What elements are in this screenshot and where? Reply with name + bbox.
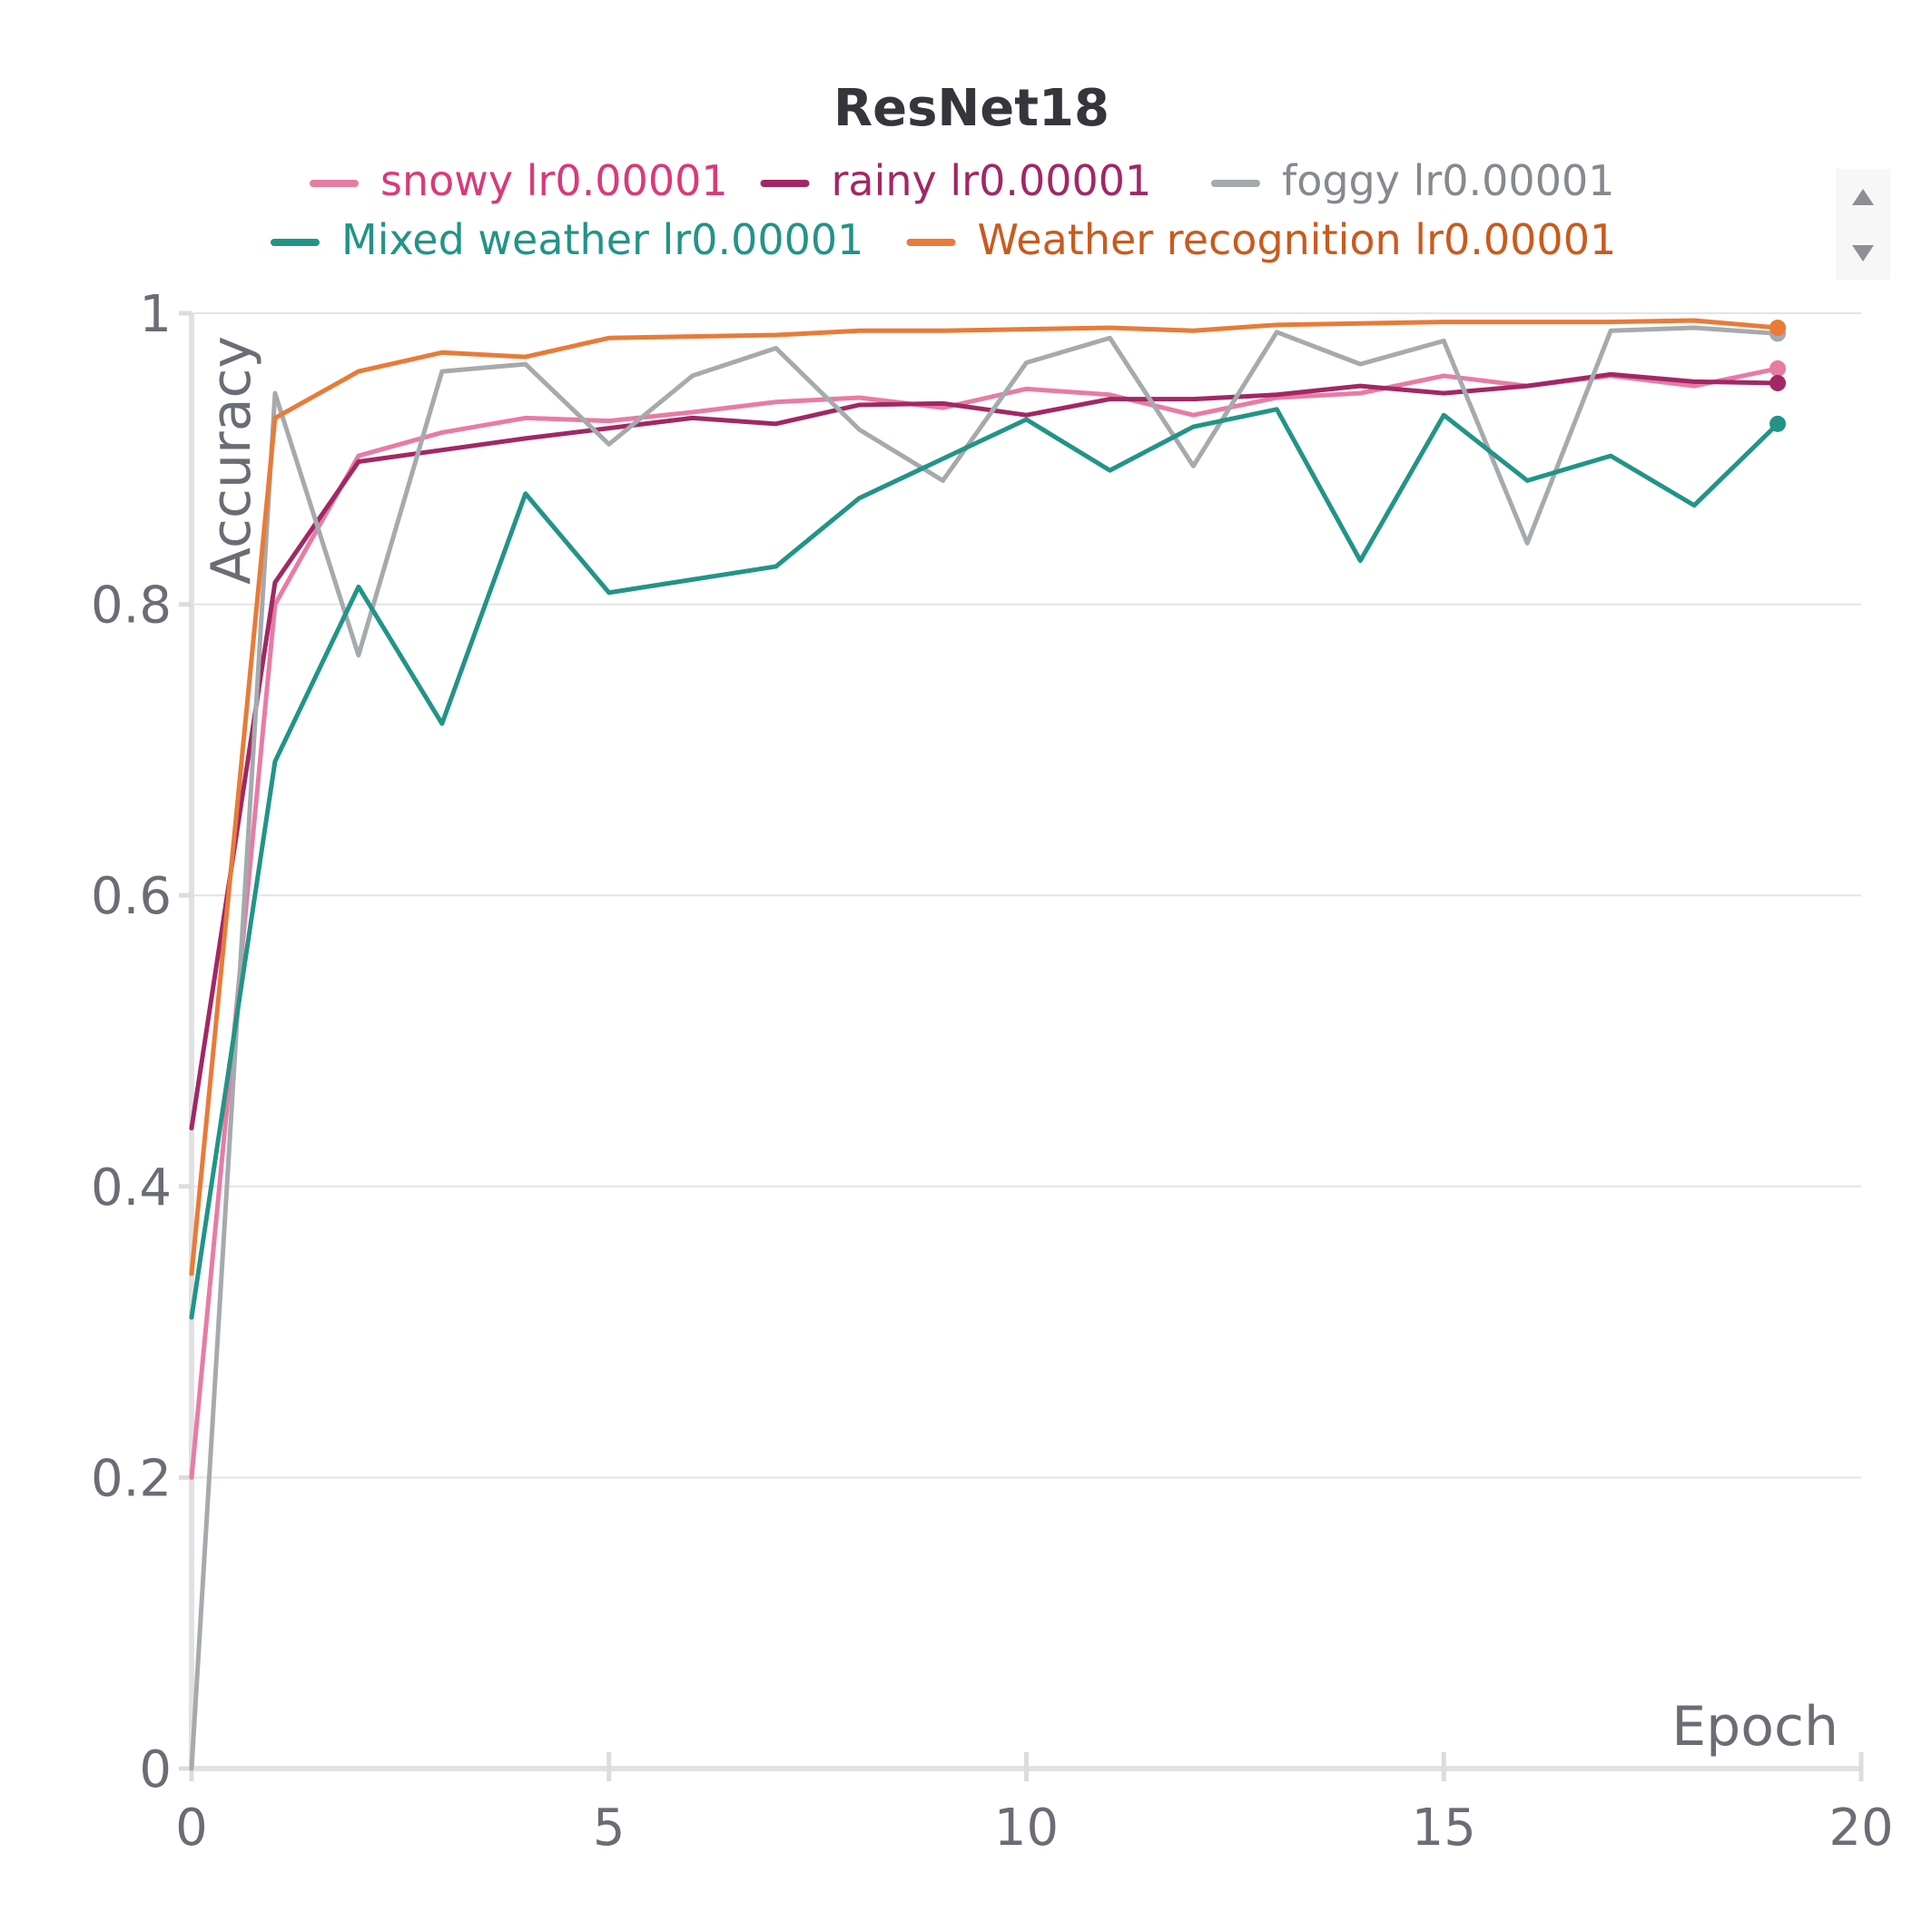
legend-scroll-track: [1836, 169, 1890, 280]
legend-item-label: Mixed weather lr0.00001: [341, 215, 863, 264]
x-tick-label: 15: [1412, 1799, 1476, 1858]
axes: [189, 313, 1861, 1771]
legend: snowy lr0.00001 rainy lr0.00001 foggy lr0.…: [271, 156, 1617, 264]
legend-item-label: foggy lr0.00001: [1282, 156, 1615, 205]
legend-item-label: rainy lr0.00001: [832, 156, 1152, 205]
series-end-markers: [1769, 320, 1787, 432]
scroll-up-icon[interactable]: [1852, 189, 1874, 205]
series-end-point: [1769, 360, 1787, 377]
legend-item-label: snowy lr0.00001: [380, 156, 728, 205]
y-tick-label: 0.8: [91, 577, 172, 636]
y-gridlines: [192, 312, 1861, 1479]
y-axis-label: Accuracy: [200, 336, 263, 585]
series-end-point: [1769, 320, 1787, 337]
series-line: [189, 318, 1780, 1276]
x-axis-ticks: 0 5 10 15 20: [175, 1752, 1894, 1858]
y-tick-label: 0.4: [91, 1158, 172, 1217]
series-line: [189, 366, 1780, 1480]
series-line: [189, 371, 1780, 1131]
y-tick-label: 0.6: [91, 867, 172, 926]
x-tick-label: 20: [1828, 1799, 1893, 1858]
scroll-down-icon[interactable]: [1852, 245, 1874, 261]
y-axis-ticks: 0 0.2 0.4 0.6 0.8 1: [91, 285, 192, 1799]
chart-title: ResNet18: [833, 79, 1109, 138]
series-end-point: [1769, 415, 1787, 432]
x-tick-label: 10: [994, 1799, 1059, 1858]
y-tick-label: 0.2: [91, 1449, 172, 1508]
y-tick-label: 0: [139, 1740, 172, 1799]
x-tick-label: 5: [593, 1799, 626, 1858]
legend-item-label: Weather recognition lr0.00001: [978, 215, 1617, 264]
legend-scroll-control: [1836, 169, 1890, 280]
series-end-point: [1769, 374, 1787, 391]
series-line: [189, 325, 1780, 1771]
y-tick-label: 1: [139, 285, 172, 344]
x-tick-label: 0: [175, 1799, 208, 1858]
series-lines: [189, 318, 1780, 1771]
series-line: [189, 407, 1780, 1320]
x-axis-label: Epoch: [1671, 1695, 1838, 1759]
